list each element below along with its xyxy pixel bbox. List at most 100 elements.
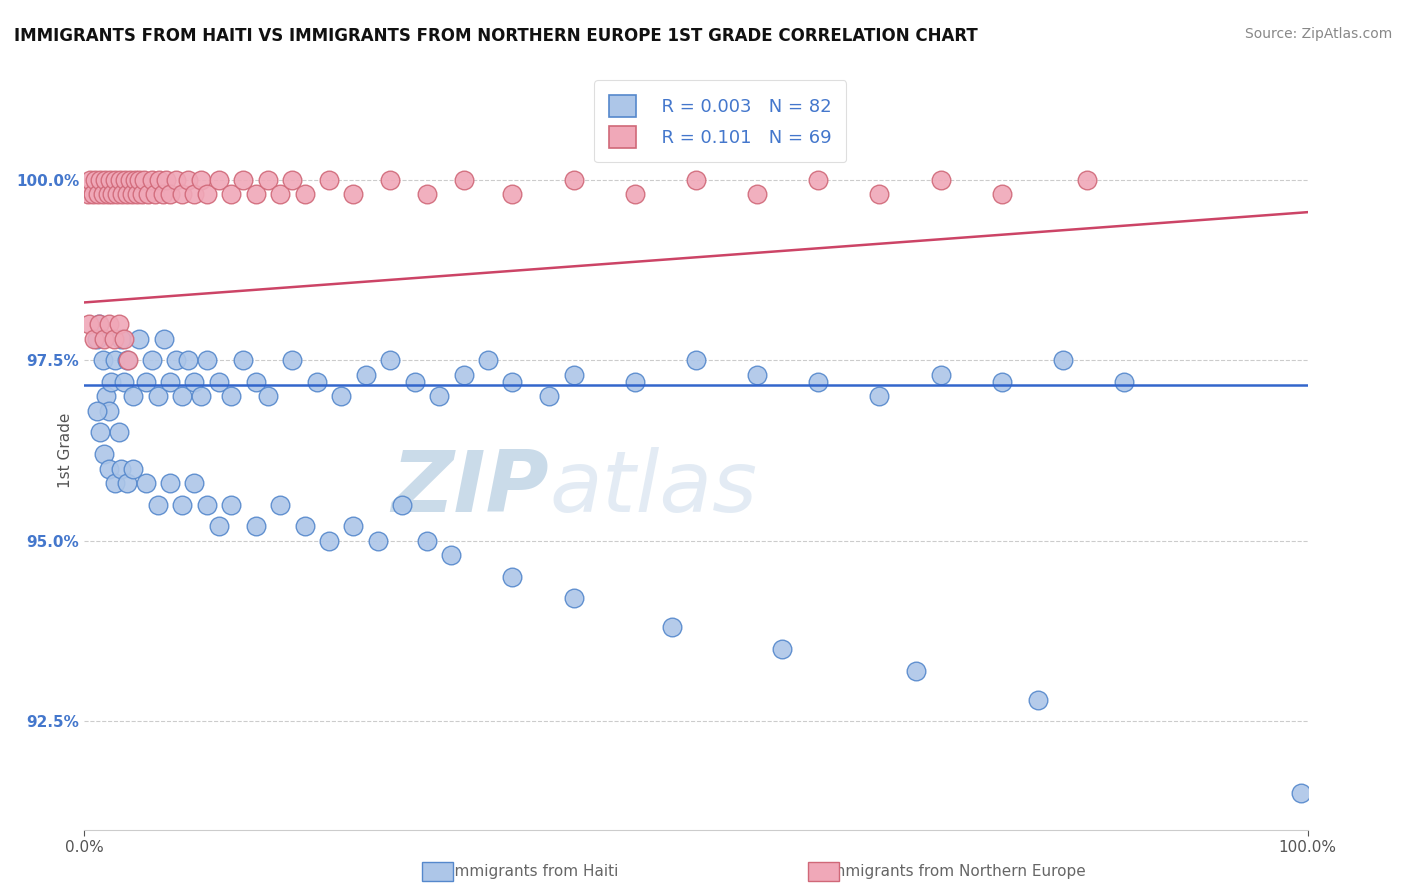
Point: [128, 332, 150, 346]
Point: [98, 172, 121, 186]
Point: [453, 172, 475, 186]
Point: [177, 353, 200, 368]
Text: Source: ZipAtlas.com: Source: ZipAtlas.com: [1244, 27, 1392, 41]
Point: [87, 317, 110, 331]
Point: [125, 187, 148, 202]
Point: [269, 498, 291, 512]
Point: [380, 172, 402, 186]
Point: [502, 187, 524, 202]
Point: [148, 172, 170, 186]
Point: [172, 187, 194, 202]
Point: [86, 332, 108, 346]
Point: [118, 172, 141, 186]
Point: [685, 172, 707, 186]
Point: [159, 187, 181, 202]
Point: [105, 187, 128, 202]
Point: [281, 172, 304, 186]
Point: [93, 447, 115, 461]
Point: [115, 353, 138, 368]
Point: [141, 353, 163, 368]
Point: [538, 389, 561, 403]
Point: [380, 353, 402, 368]
Point: [929, 172, 952, 186]
Point: [245, 519, 267, 533]
Point: [477, 353, 499, 368]
Point: [82, 187, 104, 202]
Point: [404, 375, 426, 389]
Point: [136, 187, 159, 202]
Point: [146, 389, 169, 403]
Point: [747, 368, 769, 382]
Point: [146, 498, 169, 512]
Point: [232, 353, 254, 368]
Point: [257, 172, 280, 186]
Point: [107, 317, 129, 331]
Point: [96, 389, 118, 403]
Point: [141, 172, 163, 186]
Point: [219, 498, 242, 512]
Point: [318, 172, 340, 186]
Point: [562, 368, 585, 382]
Point: [257, 389, 280, 403]
Point: [97, 403, 120, 417]
Point: [131, 187, 153, 202]
Point: [97, 187, 120, 202]
Point: [135, 375, 157, 389]
Text: ZIP: ZIP: [391, 447, 550, 530]
Point: [114, 172, 136, 186]
Point: [110, 461, 132, 475]
Point: [1291, 787, 1313, 801]
Point: [416, 533, 439, 548]
Point: [104, 475, 127, 490]
Point: [77, 187, 100, 202]
Point: [135, 475, 157, 490]
Point: [294, 519, 316, 533]
Point: [79, 172, 101, 186]
Point: [190, 172, 212, 186]
Point: [869, 187, 891, 202]
Point: [502, 570, 524, 584]
Point: [83, 332, 105, 346]
Point: [342, 519, 364, 533]
Point: [97, 461, 120, 475]
Point: [177, 172, 200, 186]
Point: [93, 332, 115, 346]
Point: [208, 375, 231, 389]
Point: [172, 498, 194, 512]
Point: [94, 172, 117, 186]
Point: [111, 187, 134, 202]
Point: [152, 187, 174, 202]
Point: [624, 187, 647, 202]
Point: [108, 172, 131, 186]
Point: [367, 533, 389, 548]
Point: [183, 475, 205, 490]
Point: [104, 353, 127, 368]
Point: [427, 389, 450, 403]
Point: [342, 187, 364, 202]
Point: [155, 172, 177, 186]
Text: Immigrants from Haiti: Immigrants from Haiti: [450, 863, 619, 879]
Point: [110, 332, 132, 346]
Point: [100, 375, 122, 389]
Point: [159, 375, 181, 389]
Point: [354, 368, 377, 382]
Point: [84, 172, 107, 186]
Point: [269, 187, 291, 202]
Point: [219, 187, 242, 202]
Point: [1114, 375, 1136, 389]
Point: [115, 475, 138, 490]
Point: [112, 332, 135, 346]
Point: [807, 375, 830, 389]
Point: [190, 389, 212, 403]
Point: [91, 187, 114, 202]
Point: [122, 461, 145, 475]
Point: [172, 389, 194, 403]
Legend:   R = 0.003   N = 82,   R = 0.101   N = 69: R = 0.003 N = 82, R = 0.101 N = 69: [595, 80, 846, 162]
Point: [245, 375, 267, 389]
Point: [440, 548, 463, 562]
Point: [747, 187, 769, 202]
Point: [97, 317, 120, 331]
Point: [905, 664, 928, 678]
Text: atlas: atlas: [550, 447, 758, 530]
Point: [183, 375, 205, 389]
